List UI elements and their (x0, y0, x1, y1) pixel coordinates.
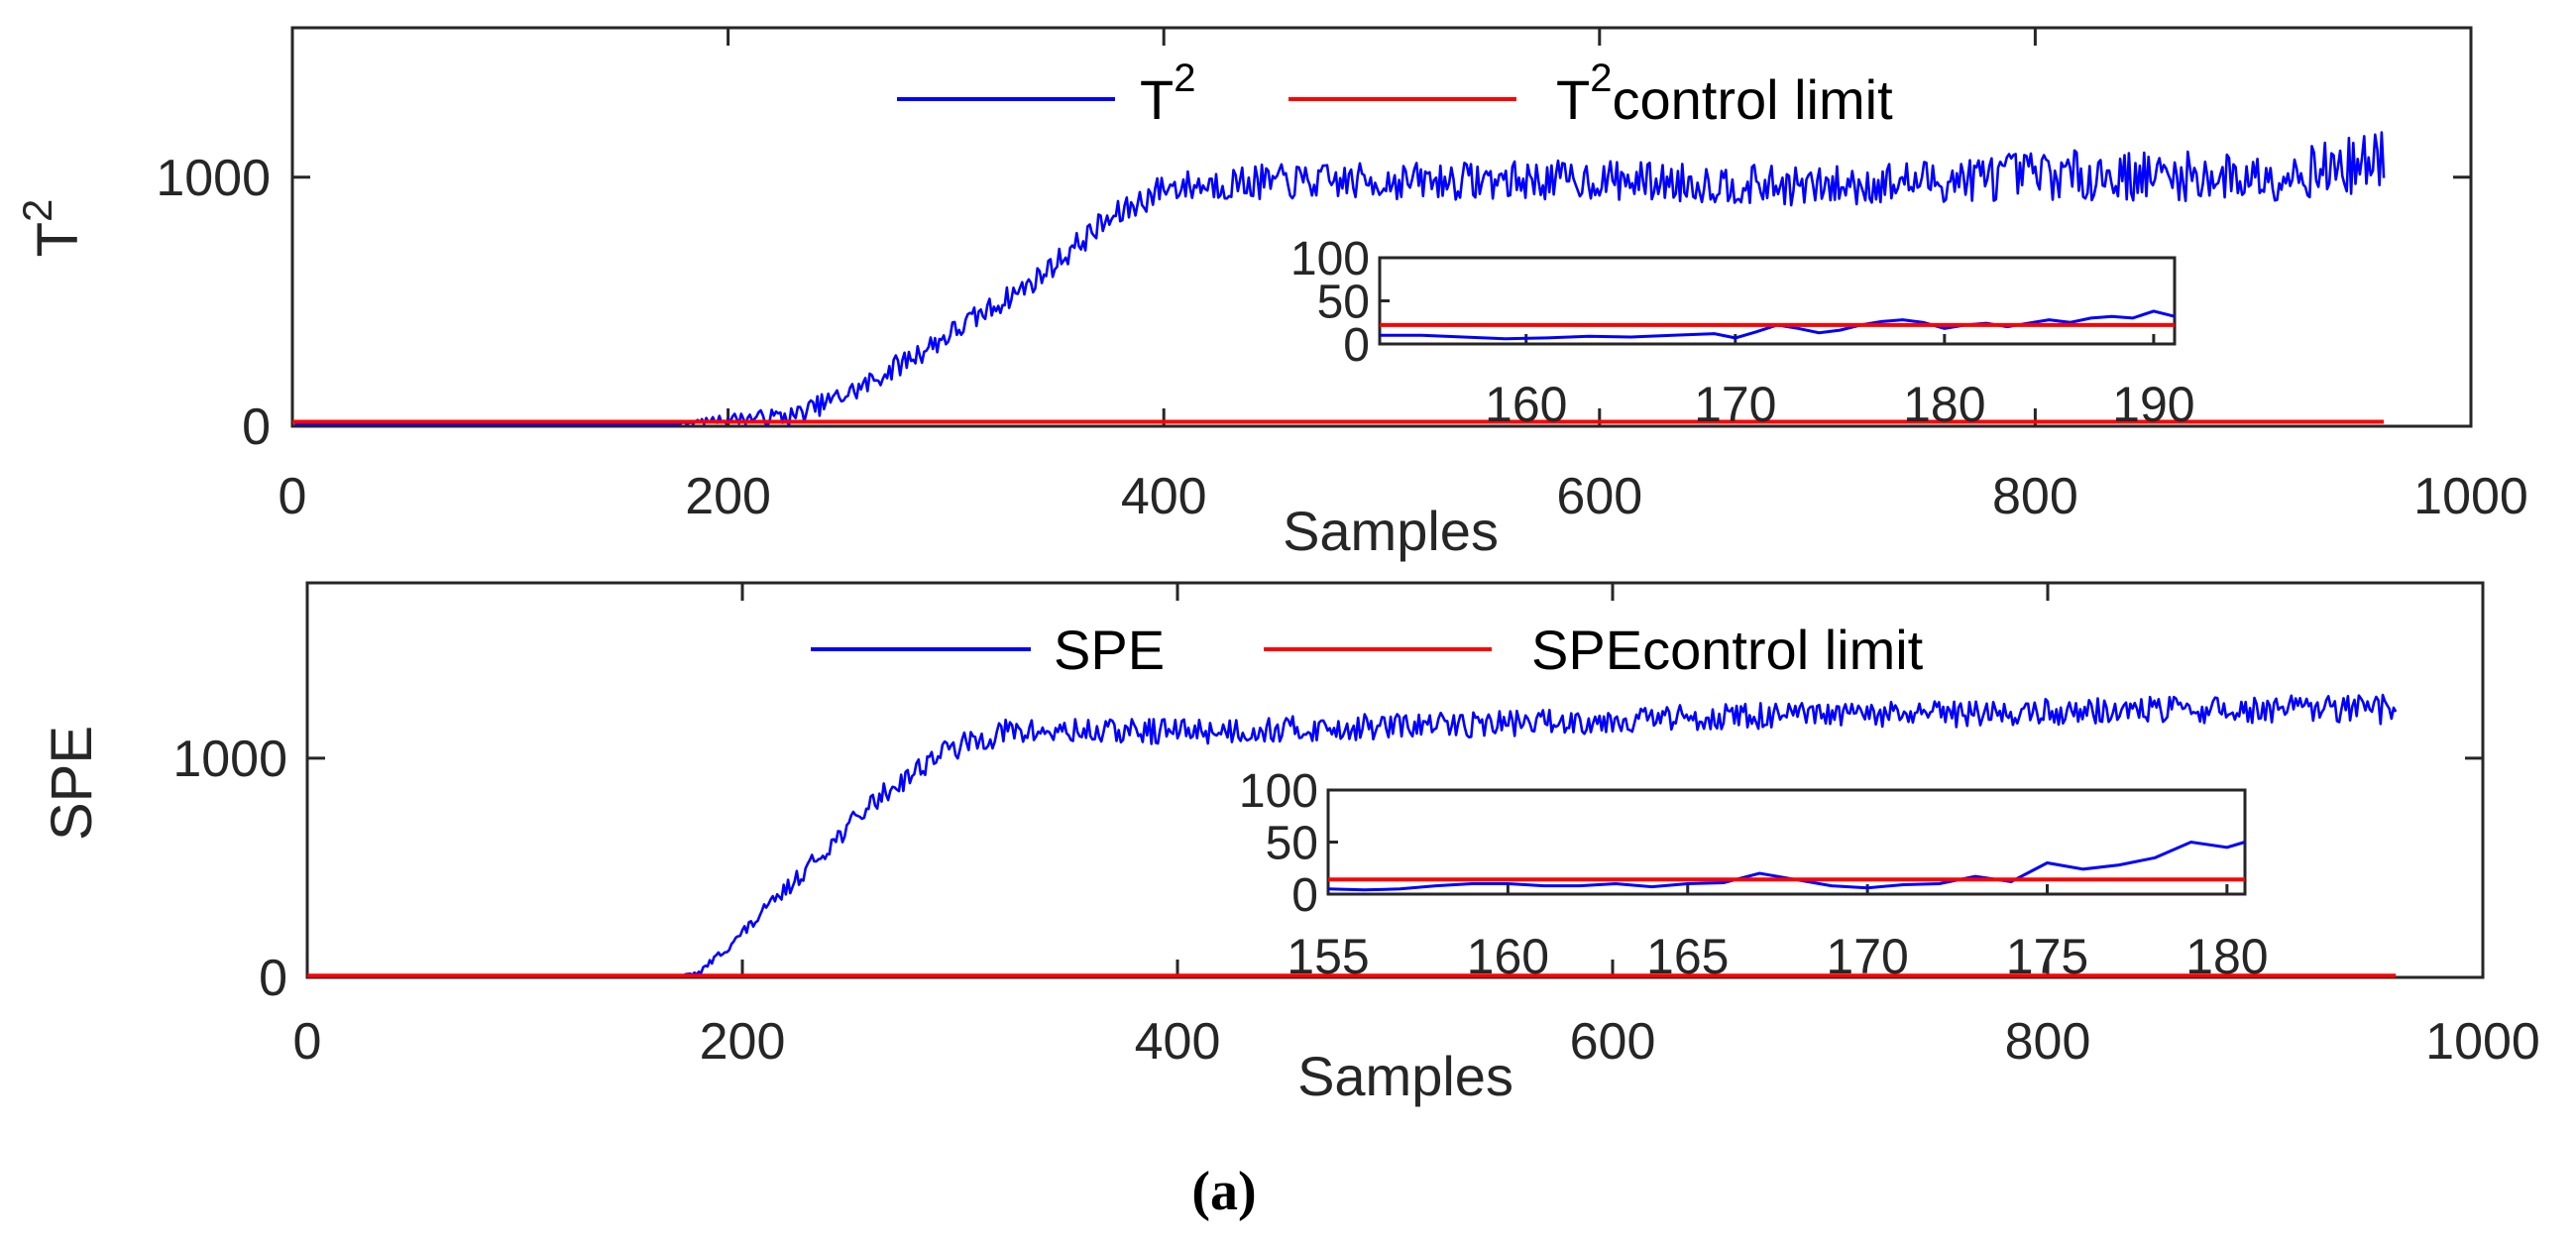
spe-xtick-label: 800 (2005, 1013, 2091, 1071)
t2-axes-box (290, 26, 2473, 428)
t2-legend: T2 T2control limit (897, 57, 1893, 131)
spe-xtick-label: 400 (1135, 1013, 1221, 1071)
legend-sup: 2 (1590, 57, 1612, 100)
t2-inset-xtick-label: 190 (2112, 377, 2194, 432)
spe-inset-xtick-label: 155 (1287, 929, 1369, 984)
t2-ylabel: T2 (14, 199, 90, 258)
spe-inset-xtick-label: 180 (2185, 929, 2268, 984)
t2-xtick-label: 1000 (2413, 468, 2528, 525)
t2-xtick-label: 0 (279, 468, 307, 525)
figure-caption: (a) (1191, 1161, 1256, 1222)
spe-legend-label-series: SPE (1054, 619, 1165, 681)
spe-xtick-label: 600 (1570, 1013, 1656, 1071)
t2-inset-ytick-label: 100 (1290, 233, 1370, 285)
t2-ytick-label: 0 (242, 398, 271, 456)
spe-inset-xtick-label: 170 (1826, 929, 1908, 984)
t2-inset-xtick-label: 180 (1903, 377, 1985, 432)
t2-inset-xtick-label: 160 (1485, 377, 1567, 432)
spe-xtick-label: 200 (700, 1013, 786, 1071)
legend-base: SPE (1531, 619, 1642, 681)
legend-sup: 2 (1174, 57, 1195, 100)
t2-inset-ytick-label: 0 (1343, 319, 1370, 372)
spe-ytick-label: 0 (259, 950, 287, 1007)
spe-inset-ytick-label: 0 (1291, 869, 1318, 922)
spe-inset-xtick-label: 160 (1467, 929, 1549, 984)
spe-ytick-label: 1000 (172, 731, 287, 788)
spe-xtick-label: 1000 (2425, 1013, 2540, 1071)
spe-xtick-label: 0 (293, 1013, 322, 1071)
legend-base: T (1140, 68, 1174, 131)
t2-xtick-label: 200 (685, 468, 771, 525)
spe-legend: SPE SPEcontrol limit (811, 619, 1924, 681)
spe-inset-ytick-label: 100 (1239, 765, 1318, 818)
legend-suffix: control limit (1612, 68, 1893, 131)
legend-suffix: control limit (1642, 619, 1924, 681)
spe-inset-xtick-label: 165 (1646, 929, 1729, 984)
t2-series-line (294, 131, 2386, 427)
t2-inset-box (1378, 256, 2177, 346)
spe-ylabel-base: SPE (40, 726, 104, 841)
t2-xtick-label: 400 (1121, 468, 1207, 525)
t2-inset-xtick-label: 170 (1694, 377, 1776, 432)
t2-legend-label-series: T2 (1140, 57, 1195, 131)
t2-ylabel-sup: 2 (14, 199, 60, 222)
t2-ylabel-base: T (26, 222, 90, 257)
legend-base: SPE (1054, 619, 1165, 681)
spe-xlabel: Samples (1297, 1045, 1513, 1107)
t2-xtick-label: 800 (1992, 468, 2078, 525)
t2-ytick-label: 1000 (156, 150, 271, 207)
t2-xlabel: Samples (1283, 500, 1499, 562)
t2-inset-ytick-label: 50 (1317, 277, 1370, 329)
spe-axes-box (305, 581, 2485, 979)
t2-legend-label-limit: T2control limit (1556, 57, 1893, 131)
spe-legend-label-limit: SPEcontrol limit (1531, 619, 1924, 681)
spe-ylabel: SPE (40, 726, 104, 841)
t2-xtick-label: 600 (1556, 468, 1642, 525)
spe-inset-xtick-label: 175 (2006, 929, 2088, 984)
legend-base: T (1556, 68, 1590, 131)
spe-inset-ytick-label: 50 (1266, 818, 1318, 870)
